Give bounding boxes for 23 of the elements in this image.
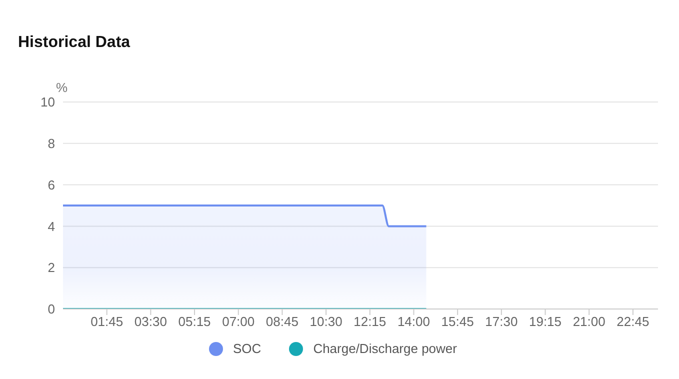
- x-tick-label: 10:30: [310, 314, 342, 330]
- chart-title: Historical Data: [18, 34, 130, 52]
- x-tick-label: 22:45: [616, 314, 650, 330]
- y-tick-label: 4: [48, 218, 55, 234]
- x-tick-label: 14:00: [397, 314, 430, 330]
- x-tick-label: 21:00: [572, 314, 606, 330]
- y-tick-label: 2: [48, 260, 55, 276]
- x-tick-label: 01:45: [90, 314, 124, 330]
- y-tick-label: 8: [48, 136, 55, 152]
- x-tick-label: 17:30: [485, 314, 518, 330]
- x-tick-label: 15:45: [441, 314, 474, 330]
- y-tick-label: 10: [40, 94, 55, 110]
- x-tick-label: 12:15: [354, 314, 386, 330]
- x-tick-label: 08:45: [266, 314, 298, 330]
- x-tick-label: 05:15: [178, 314, 211, 330]
- x-tick-label: 19:15: [528, 314, 562, 330]
- x-tick-label: 03:30: [134, 314, 167, 330]
- legend-label: SOC: [232, 341, 262, 356]
- y-tick-label: 0: [48, 302, 55, 317]
- legend-label: Charge/Discharge power: [312, 341, 457, 356]
- x-tick-label: 07:00: [222, 314, 255, 330]
- y-tick-label: 6: [48, 177, 55, 192]
- y-axis-title: %: [56, 80, 68, 95]
